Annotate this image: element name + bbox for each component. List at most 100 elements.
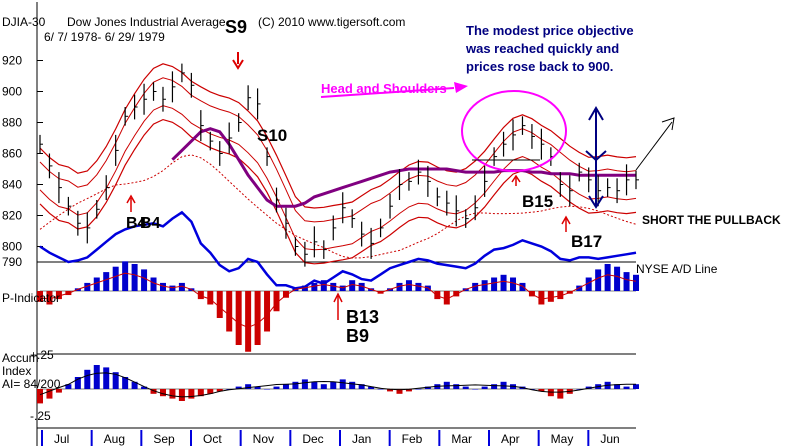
y-tick-label-2: 880	[2, 116, 22, 130]
accum-bar	[93, 365, 100, 389]
p-indicator-bar	[245, 291, 252, 352]
accum-bar	[462, 386, 469, 389]
accum-bar	[415, 389, 422, 390]
p-indicator-bar	[150, 277, 157, 291]
accum-bar	[538, 389, 545, 392]
accum-bar	[235, 386, 242, 389]
copyright-text: (C) 2010 www.tigersoft.com	[258, 15, 405, 29]
signal-b4-repeat: B4	[140, 215, 161, 232]
p-indicator-bar	[207, 291, 214, 305]
rise-arrow-icon	[661, 117, 675, 131]
p-indicator-bar	[37, 291, 43, 302]
y-tick-label-7: 790	[2, 255, 22, 269]
accum-bar	[131, 381, 138, 389]
objective-midpoint-icon	[585, 150, 607, 162]
accum-bar	[453, 384, 460, 389]
p-indicator-bar	[434, 291, 441, 300]
accum-bar	[491, 384, 498, 389]
signal-s9: S9	[225, 17, 247, 37]
p-indicator-bar	[254, 291, 261, 345]
month-label-oct: Oct	[203, 432, 222, 446]
accum-bar	[623, 386, 630, 389]
month-label-dec: Dec	[302, 432, 323, 446]
objective-note-line2: was reached quickly and	[465, 41, 619, 56]
p-indicator-bar	[103, 272, 110, 291]
short-pullback-label: SHORT THE PULLBACK	[642, 213, 781, 227]
p-indicator-bar	[273, 291, 280, 312]
accum-bar	[547, 389, 554, 397]
month-label-apr: Apr	[501, 432, 520, 446]
month-label-jun: Jun	[600, 432, 619, 446]
accum-bar	[377, 389, 384, 390]
p-indicator-average	[39, 272, 637, 328]
p-indicator-bar	[358, 282, 365, 291]
accum-bar	[84, 369, 91, 389]
month-label-jul: Jul	[54, 432, 69, 446]
accum-bar	[481, 386, 488, 389]
y-tick-label-5: 820	[2, 209, 22, 223]
month-label-may: May	[551, 432, 574, 446]
p-indicator-bar	[415, 282, 422, 291]
lower-outer-band	[39, 118, 637, 265]
accum-bar	[358, 384, 365, 389]
accum-bar	[103, 367, 110, 389]
accum-bar	[330, 381, 337, 389]
accum-bar	[301, 379, 308, 389]
rise-arrow-line	[635, 121, 673, 171]
month-label-nov: Nov	[253, 432, 274, 446]
accum-bar	[216, 389, 223, 392]
accum-bar	[387, 389, 394, 392]
p-indicator-bar	[282, 291, 289, 298]
p-indicator-bar	[131, 264, 138, 291]
y-tick-label-1: 900	[2, 85, 22, 99]
y-tick-label-0: 920	[2, 54, 22, 68]
accum-plus-tick: +.25	[30, 348, 54, 362]
p-indicator-bar	[396, 282, 403, 291]
p-indicator-bar	[349, 280, 356, 291]
accum-bar	[282, 384, 289, 389]
accum-bar	[207, 389, 214, 394]
accum-bar	[188, 389, 195, 399]
accum-bar	[74, 377, 81, 389]
accum-bar	[169, 389, 176, 399]
p-indicator-bar	[216, 291, 223, 318]
p-indicator-bar	[443, 291, 450, 305]
p-indicator-bar	[585, 277, 592, 291]
p-indicator-bar	[169, 285, 176, 291]
p-indicator-bar	[604, 264, 611, 291]
accum-bar	[65, 384, 72, 389]
p-indicator-bar	[623, 272, 630, 291]
accum-bar	[178, 389, 185, 401]
signal-b15: B15	[522, 192, 553, 211]
b17-arrow-icon	[561, 215, 571, 225]
p-indicator-bar	[519, 282, 526, 291]
accum-bar	[254, 386, 261, 389]
y-tick-label-4: 840	[2, 178, 22, 192]
accum-label-line3: AI= 84/200	[2, 377, 61, 391]
p-indicator-bar	[330, 282, 337, 291]
objective-arrow-down-icon	[588, 195, 604, 209]
head-shoulders-arrowhead	[454, 82, 468, 93]
p-indicator-bar	[320, 280, 327, 291]
accum-bar	[141, 386, 148, 389]
ad-line-label: NYSE A/D Line	[636, 262, 718, 276]
accum-bar	[264, 389, 271, 390]
upper-outer-band	[39, 63, 637, 209]
accum-bar	[396, 389, 403, 394]
month-label-aug: Aug	[104, 432, 125, 446]
accum-bar	[614, 384, 621, 389]
accum-bar	[55, 389, 62, 393]
accum-minus-tick: -.25	[30, 409, 51, 423]
p-indicator-bar	[141, 269, 148, 291]
signal-s10: S10	[257, 126, 287, 145]
b13-arrow-icon	[333, 292, 343, 303]
accum-average	[39, 372, 636, 398]
accum-bar	[245, 384, 252, 389]
dotted-average	[39, 154, 637, 259]
p-indicator-bar	[55, 291, 62, 300]
signal-b13: B13	[346, 307, 379, 327]
y-tick-label-3: 860	[2, 147, 22, 161]
p-indicator-bar	[93, 277, 100, 291]
p-indicator-bar	[614, 266, 621, 291]
p-indicator-bar	[159, 282, 166, 291]
